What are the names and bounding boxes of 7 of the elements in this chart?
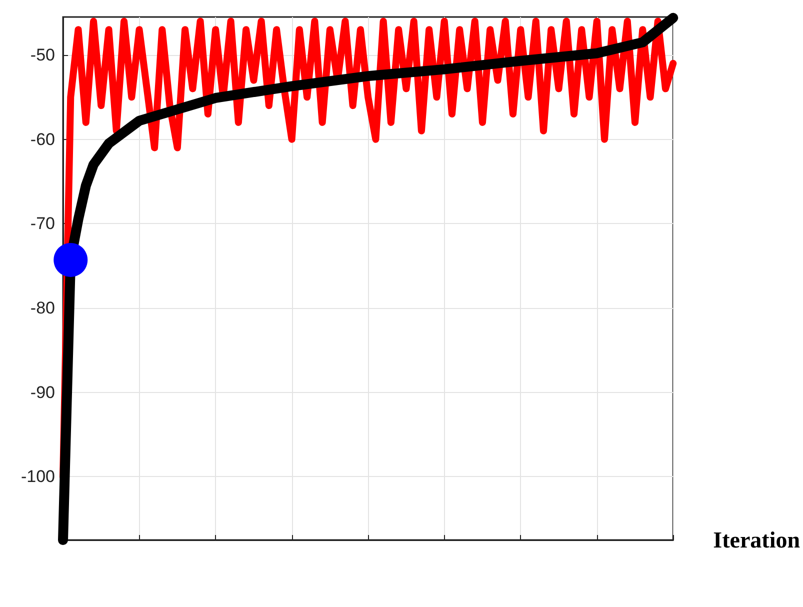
y-tick-label: -50 bbox=[30, 45, 55, 64]
y-tick-label: -90 bbox=[30, 382, 55, 402]
y-tick-label: -100 bbox=[20, 467, 55, 486]
y-tick-label: -80 bbox=[30, 298, 55, 318]
x-axis-title: Iteration bbox=[713, 528, 800, 552]
y-tick-label: -70 bbox=[30, 214, 55, 234]
y-tick-label: -60 bbox=[30, 130, 55, 149]
